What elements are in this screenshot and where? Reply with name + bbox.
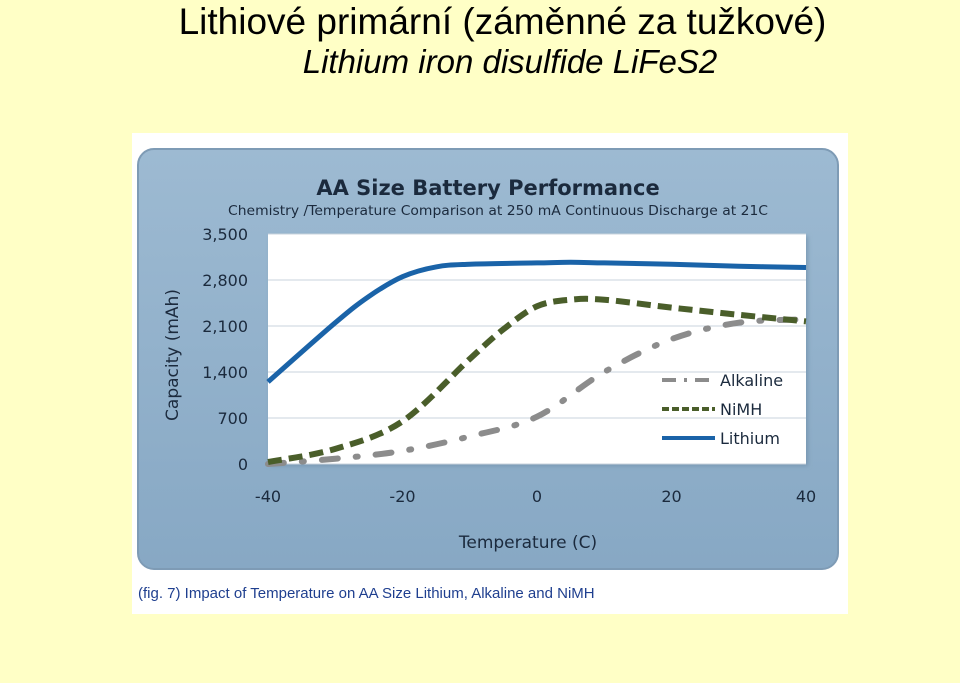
x-tick-label: 20 — [661, 487, 681, 506]
legend-label-nimh: NiMH — [720, 400, 762, 419]
grid-lines — [268, 233, 806, 465]
x-tick-label: -20 — [389, 487, 415, 506]
y-tick-label: 0 — [238, 455, 248, 474]
legend-label-lithium: Lithium — [720, 429, 780, 448]
slide-title: Lithiové primární (záměnné za tužkové) — [178, 1, 827, 42]
legend-label-alkaline: Alkaline — [720, 371, 783, 390]
x-tick-label: 40 — [796, 487, 816, 506]
y-tick-label: 1,400 — [202, 363, 248, 382]
y-tick-label: 2,800 — [202, 271, 248, 290]
series-lines — [265, 259, 809, 467]
chart-subtitle: Chemistry /Temperature Comparison at 250… — [228, 203, 768, 219]
x-tick-label: -40 — [255, 487, 281, 506]
x-axis-label: Temperature (C) — [458, 533, 597, 553]
chart-title: AA Size Battery Performance — [316, 176, 659, 200]
slide-subtitle: Lithium iron disulfide LiFeS2 — [302, 43, 718, 80]
series-line-alkaline — [265, 316, 809, 467]
y-axis-ticks: 0 700 1,400 2,100 2,800 3,500 — [202, 225, 248, 474]
y-axis-label: Capacity (mAh) — [163, 289, 183, 421]
x-axis-ticks: -40 -20 0 20 40 — [255, 487, 816, 506]
y-tick-label: 3,500 — [202, 225, 248, 244]
y-tick-label: 700 — [217, 409, 248, 428]
x-tick-label: 0 — [532, 487, 542, 506]
chart-figure: AA Size Battery Performance Chemistry /T… — [132, 133, 848, 614]
series-line-nimh — [267, 295, 807, 465]
chart-legend: Alkaline NiMH Lithium — [662, 371, 783, 448]
plot-area — [268, 234, 806, 464]
y-tick-label: 2,100 — [202, 317, 248, 336]
series-line-lithium — [266, 259, 807, 384]
figure-caption: (fig. 7) Impact of Temperature on AA Siz… — [138, 585, 595, 602]
chart-svg: AA Size Battery Performance Chemistry /T… — [137, 148, 839, 570]
